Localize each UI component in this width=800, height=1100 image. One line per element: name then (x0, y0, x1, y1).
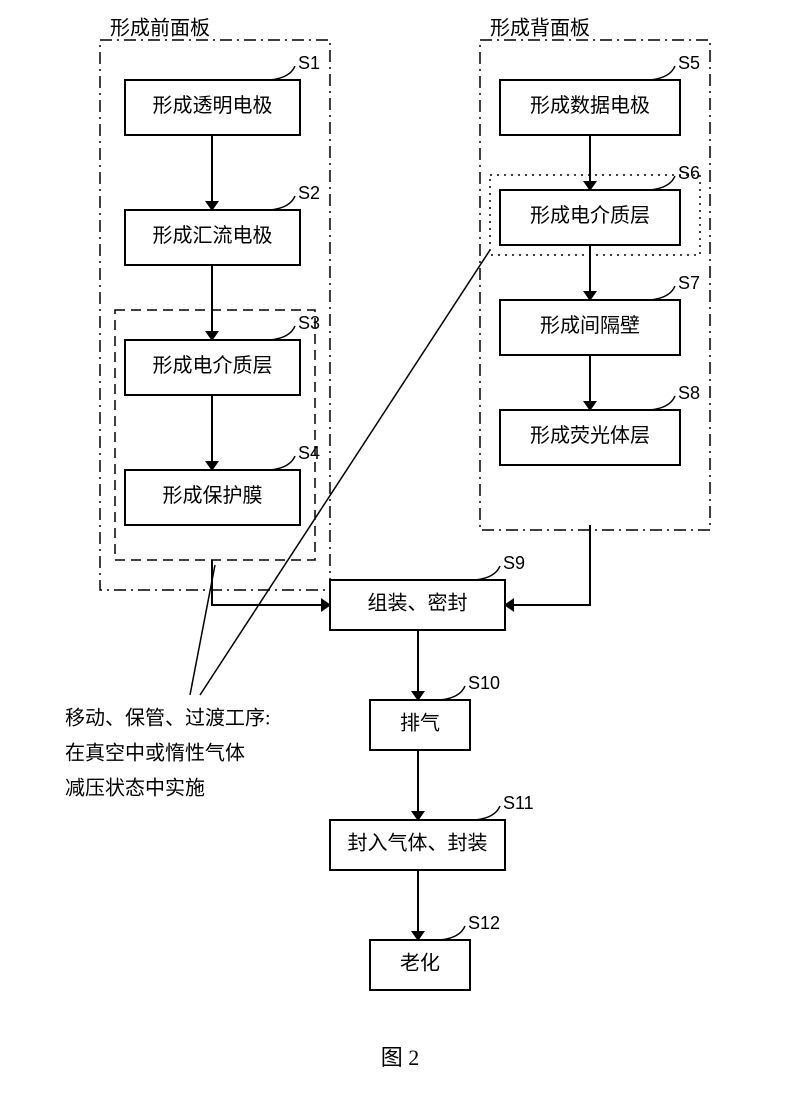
annotation-text: 移动、保管、过渡工序: (65, 707, 271, 730)
svg-text:形成电介质层: 形成电介质层 (530, 204, 650, 227)
annotation-text: 在真空中或惰性气体 (65, 742, 245, 765)
annotation-lead (190, 565, 215, 695)
svg-text:S1: S1 (298, 53, 320, 73)
svg-text:形成保护膜: 形成保护膜 (163, 484, 263, 507)
svg-text:形成数据电极: 形成数据电极 (530, 94, 650, 117)
annotation-text: 减压状态中实施 (65, 777, 205, 800)
svg-text:老化: 老化 (400, 952, 440, 975)
svg-text:形成电介质层: 形成电介质层 (153, 354, 273, 377)
svg-text:S12: S12 (468, 913, 500, 933)
svg-text:形成荧光体层: 形成荧光体层 (530, 424, 650, 447)
svg-text:形成前面板: 形成前面板 (110, 17, 210, 40)
svg-text:S3: S3 (298, 313, 320, 333)
svg-text:S6: S6 (678, 163, 700, 183)
svg-text:S2: S2 (298, 183, 320, 203)
svg-text:形成间隔壁: 形成间隔壁 (540, 314, 640, 337)
front-panel-subgroup (115, 310, 315, 560)
svg-text:S7: S7 (678, 273, 700, 293)
svg-text:封入气体、封装: 封入气体、封装 (348, 832, 488, 855)
svg-text:形成背面板: 形成背面板 (490, 17, 590, 40)
svg-text:组装、密封: 组装、密封 (368, 592, 468, 615)
svg-text:形成透明电极: 形成透明电极 (153, 94, 273, 117)
flow-arrow (212, 560, 330, 605)
svg-text:S8: S8 (678, 383, 700, 403)
annotation-lead (200, 250, 490, 695)
svg-text:S9: S9 (503, 553, 525, 573)
svg-text:排气: 排气 (400, 712, 440, 735)
svg-text:S4: S4 (298, 443, 320, 463)
svg-text:S5: S5 (678, 53, 700, 73)
svg-text:形成汇流电极: 形成汇流电极 (153, 224, 273, 247)
front-panel-group (100, 40, 330, 590)
figure-label: 图 2 (381, 1045, 420, 1070)
svg-text:S11: S11 (503, 793, 534, 813)
flowchart-canvas: 形成前面板形成透明电极 S1 形成汇流电极 S2 形成电介质层 S3 形成保护膜 S4 形成背面… (0, 0, 800, 1100)
svg-text:S10: S10 (468, 673, 500, 693)
